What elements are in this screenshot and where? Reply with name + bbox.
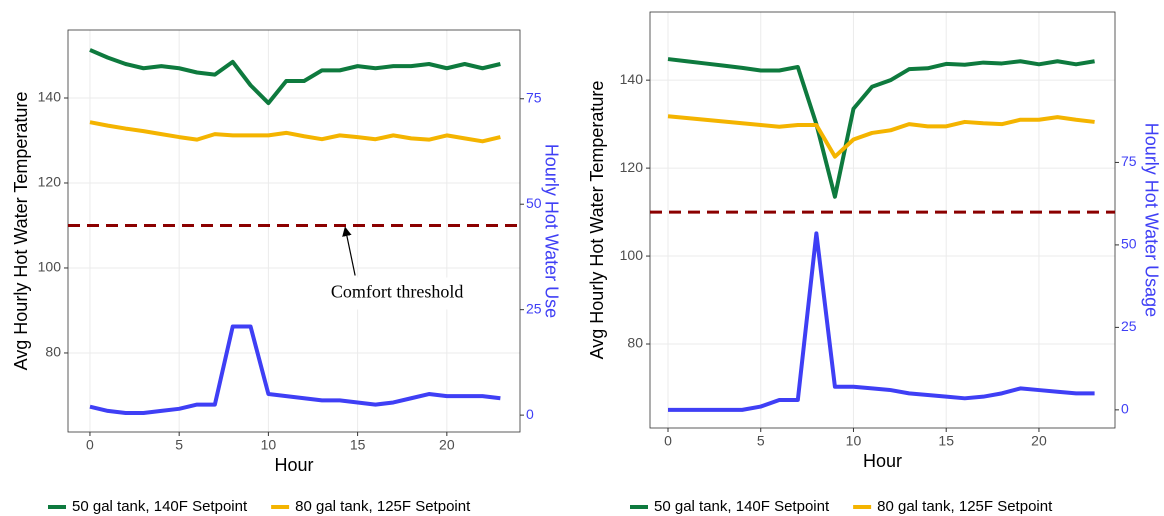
x-tick-label: 20 <box>1031 433 1047 449</box>
y2-tick-label: 50 <box>526 195 542 211</box>
legend-label: 50 gal tank, 140F Setpoint <box>654 498 830 515</box>
y2-axis-title: Hourly Hot Water Usage <box>1141 123 1161 317</box>
y-tick-label: 100 <box>38 259 62 275</box>
x-tick-label: 5 <box>757 433 765 449</box>
y-tick-label: 80 <box>627 335 643 351</box>
x-tick-label: 0 <box>86 437 94 453</box>
y-tick-label: 140 <box>620 71 644 87</box>
x-tick-label: 0 <box>664 433 672 449</box>
x-tick-label: 10 <box>261 437 277 453</box>
y2-tick-label: 25 <box>526 300 542 316</box>
annotation-arrow <box>342 226 356 276</box>
series-line <box>667 231 1095 412</box>
series-line <box>89 48 501 106</box>
y2-axis-title: Hourly Hot Water Use <box>541 144 561 318</box>
y-tick-label: 80 <box>45 344 61 360</box>
series-line <box>667 114 1095 159</box>
series-line <box>89 120 501 144</box>
plot-border <box>67 29 521 433</box>
x-tick-label: 20 <box>439 437 455 453</box>
panel: 80 100 120 140 0 5 10 15 20 0 25 50 75 Comfort thresh… <box>11 29 561 515</box>
y-tick-label: 120 <box>38 174 62 190</box>
legend-label: 50 gal tank, 140F Setpoint <box>72 498 248 515</box>
annotation-bg <box>297 277 498 310</box>
x-axis-title: Hour <box>863 451 902 471</box>
annotation-text: Comfort threshold <box>331 282 464 302</box>
x-tick-label: 5 <box>175 437 183 453</box>
y-axis-title: Avg Hourly Hot Water Temperature <box>11 92 31 371</box>
y2-tick-label: 75 <box>1121 153 1137 169</box>
y-tick-label: 100 <box>620 247 644 263</box>
x-axis-title: Hour <box>274 455 313 475</box>
y2-tick-label: 50 <box>1121 236 1137 252</box>
y-tick-label: 140 <box>38 89 62 105</box>
x-tick-label: 10 <box>846 433 862 449</box>
legend-label: 80 gal tank, 125F Setpoint <box>877 498 1053 515</box>
series-line <box>89 324 501 416</box>
plot-border <box>649 11 1116 429</box>
panel: 80 100 120 140 0 5 10 15 20 0 25 50 75 Hour Avg Hourly… <box>587 11 1161 515</box>
series-line <box>667 57 1095 199</box>
y-axis-title: Avg Hourly Hot Water Temperature <box>587 81 607 360</box>
y2-tick-label: 0 <box>1121 401 1129 417</box>
y2-tick-label: 0 <box>526 406 534 422</box>
y-tick-label: 120 <box>620 159 644 175</box>
x-tick-label: 15 <box>350 437 366 453</box>
legend-label: 80 gal tank, 125F Setpoint <box>295 498 471 515</box>
x-tick-label: 15 <box>938 433 954 449</box>
y2-tick-label: 75 <box>526 89 542 105</box>
y2-tick-label: 25 <box>1121 318 1137 334</box>
